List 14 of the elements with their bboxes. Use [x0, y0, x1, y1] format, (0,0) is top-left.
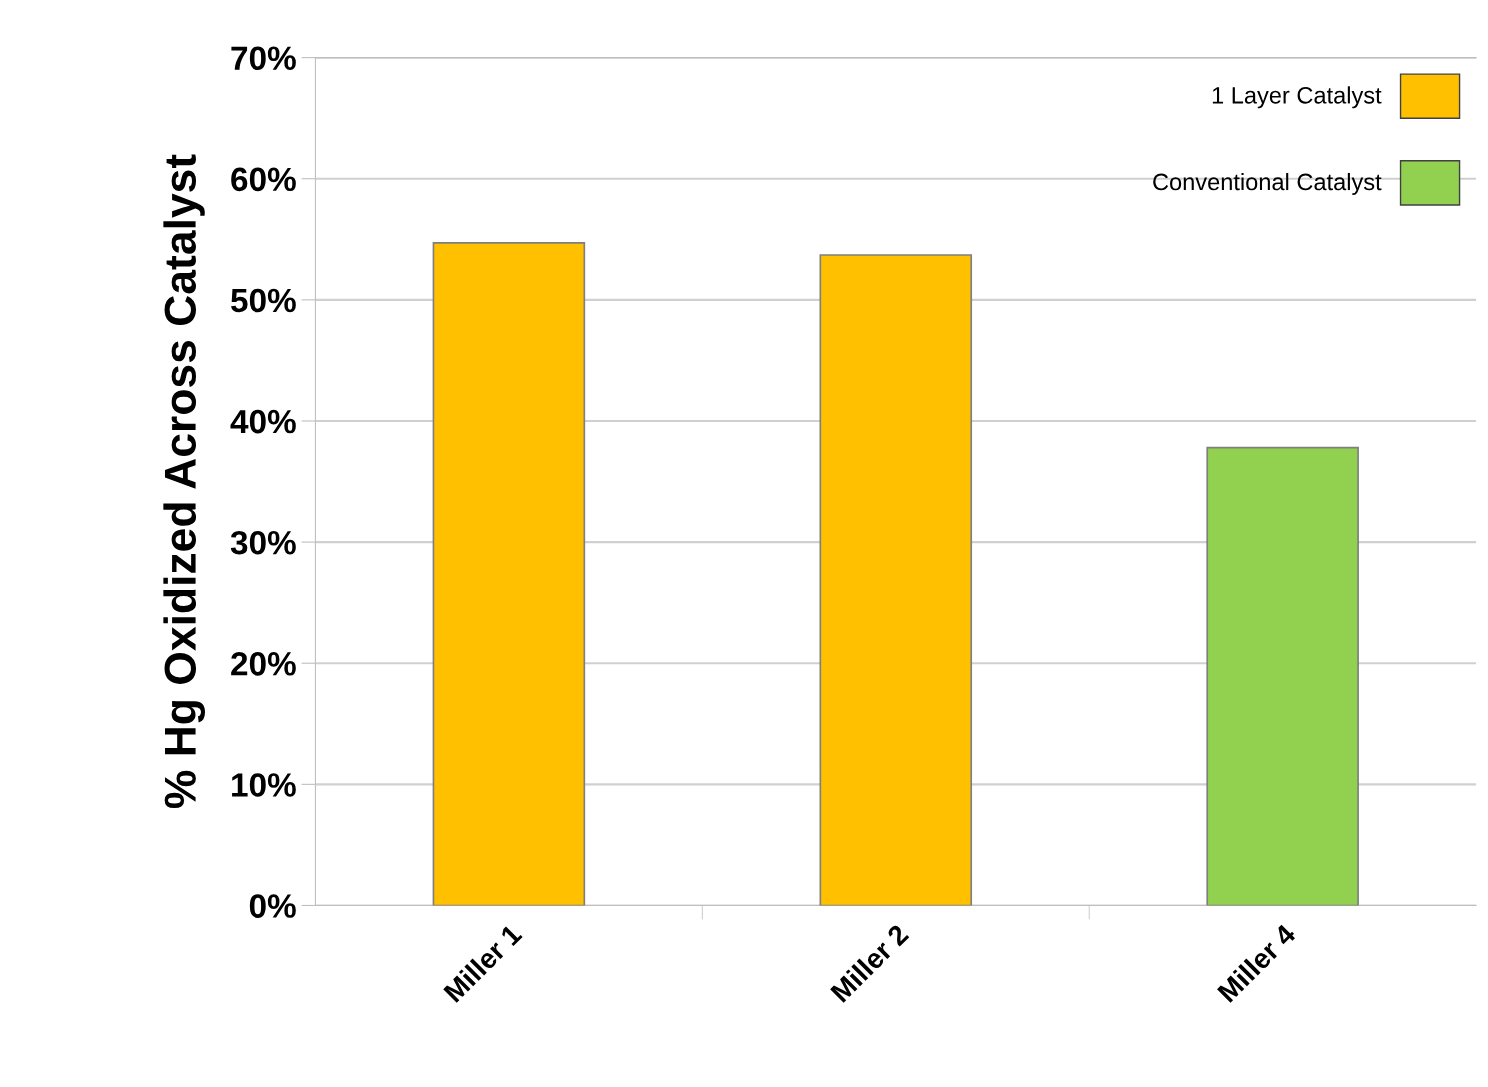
- y-axis-title: % Hg Oxidized Across Catalyst: [163, 154, 205, 809]
- legend-label: 1 Layer Catalyst: [1212, 86, 1382, 109]
- y-tick-label: 60%: [231, 167, 296, 192]
- y-tick-label: 30%: [230, 530, 296, 555]
- y-tick-label: 40%: [230, 409, 296, 434]
- y-tick-label: 0%: [249, 894, 296, 918]
- bar: [1206, 446, 1359, 906]
- bar: [432, 242, 586, 906]
- y-tick-label: 20%: [231, 652, 296, 676]
- y-tick-label: 70%: [231, 46, 296, 71]
- legend-label: Conventional Catalyst: [1153, 172, 1382, 195]
- y-tick-label: 10%: [232, 773, 296, 797]
- bar: [819, 254, 973, 906]
- y-tick-label: 50%: [231, 288, 296, 313]
